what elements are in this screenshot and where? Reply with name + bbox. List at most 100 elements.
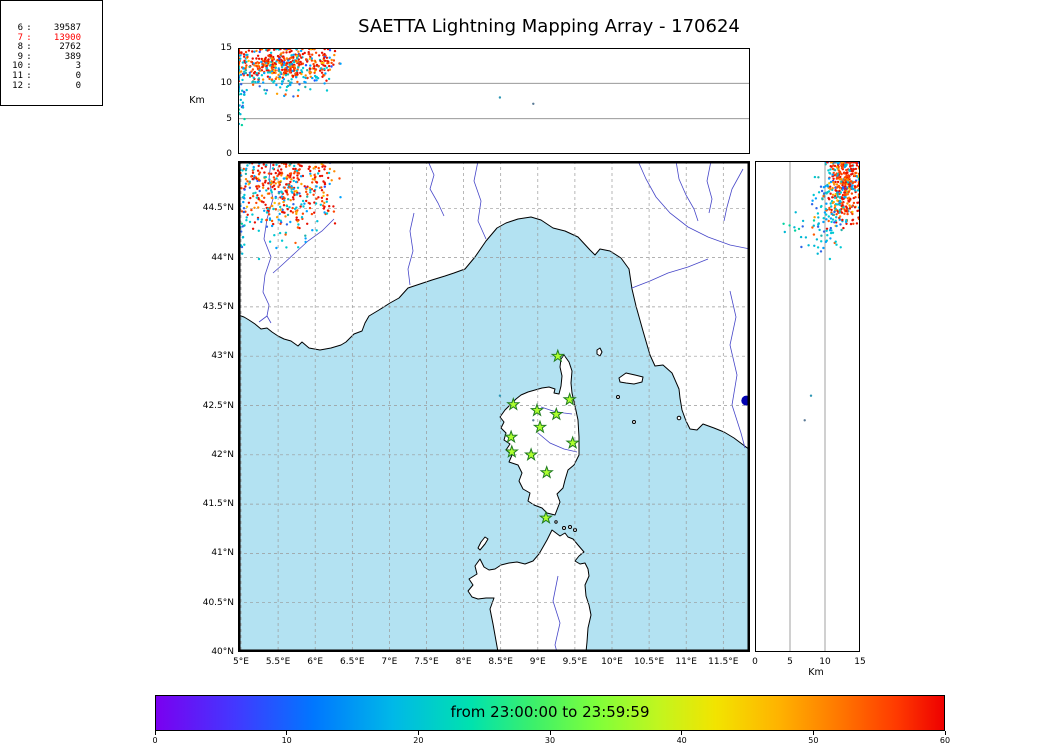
- latitude-tick-label: 42°N: [211, 449, 234, 460]
- island-sardinia: [467, 529, 592, 652]
- colorbar-tick-label: 20: [413, 736, 424, 745]
- colorbar-tickmark: [417, 731, 419, 735]
- island-pianosa: [616, 395, 620, 399]
- altitude-latitude-panel: [755, 161, 860, 652]
- landmasses: [238, 161, 750, 652]
- river-tavignano-corsica: [537, 432, 578, 453]
- lma-station-marker: [503, 429, 519, 444]
- river-sardinia: [552, 575, 561, 652]
- latitude-tick-label: 41°N: [211, 548, 234, 559]
- longitude-tick-label: 10°E: [601, 657, 623, 667]
- longitude-tick-label: 11°E: [675, 657, 697, 667]
- island-montecristo: [632, 420, 636, 424]
- longitude-tick-label: 5.5°E: [265, 657, 291, 667]
- lma-station-marker: [565, 435, 580, 450]
- lma-station-marker: [550, 348, 565, 363]
- river-tiber-upper: [729, 290, 746, 449]
- latitude-tick-label: 40.5°N: [202, 597, 234, 608]
- longitude-tick-label: 8.5°E: [488, 657, 513, 667]
- lma-station-marker: [523, 447, 539, 461]
- colorbar-tickmark: [286, 731, 288, 735]
- island-corsica: [499, 354, 580, 516]
- time-colorbar: from 23:00:00 to 23:59:59: [155, 695, 945, 731]
- lma-station-marker: [539, 465, 554, 479]
- colorbar-tickmark: [681, 731, 683, 735]
- island-lavezzi: [554, 520, 558, 524]
- altitude-ytick-label: 15: [220, 43, 232, 53]
- altitude-xtick-label: 5: [787, 657, 793, 667]
- lma-station-marker: [504, 444, 519, 458]
- station-count-row: 8:2762: [17, 42, 81, 53]
- river-po-tributary: [706, 161, 713, 214]
- river-durance: [272, 218, 335, 274]
- station-count-row: 12:0: [12, 80, 81, 91]
- longitude-tick-label: 10.5°E: [633, 657, 665, 667]
- lma-station-marker: [529, 402, 545, 417]
- river-liguria: [473, 161, 487, 240]
- station-count-row: 9:389: [17, 51, 81, 62]
- altitude-panel-frame: [238, 48, 750, 154]
- colorbar-tick-label: 10: [281, 736, 292, 745]
- longitude-tick-label: 8°E: [455, 657, 472, 667]
- longitude-tick-label: 9°E: [529, 657, 546, 667]
- island-asinara: [477, 536, 489, 551]
- colorbar-tick-label: 30: [544, 736, 556, 745]
- map-panel: [238, 161, 750, 652]
- island-capraia: [596, 347, 603, 357]
- colorbar-time-window-label: from 23:00:00 to 23:59:59: [450, 703, 650, 721]
- latitude-tick-label: 41.5°N: [202, 499, 234, 510]
- colorbar-tick-label: 60: [939, 736, 951, 745]
- latitude-tick-label: 43.5°N: [202, 301, 234, 312]
- lma-station-marker: [562, 392, 577, 406]
- longitude-tick-label: 6.5°E: [340, 657, 365, 667]
- colorbar-tick-label: 50: [808, 736, 819, 745]
- island-giglio: [676, 415, 682, 421]
- right-axis-unit-label: Km: [808, 667, 824, 678]
- lightning-sources-latitude-projection: [782, 161, 860, 422]
- colorbar-tick-label: 40: [676, 736, 687, 745]
- lma-station-marker: [538, 510, 554, 525]
- colorbar-tickmark: [154, 731, 156, 735]
- longitude-tick-label: 7°E: [381, 657, 398, 667]
- river-arno: [631, 258, 709, 289]
- station-count-row: 7:13900: [17, 32, 81, 43]
- right-panel-frame: [755, 161, 860, 652]
- colorbar-tickmark: [812, 731, 814, 735]
- island-maddalena: [562, 526, 566, 530]
- island-maddalena: [568, 525, 572, 529]
- station-count-row: 10:3: [12, 61, 81, 72]
- island-elba: [618, 372, 644, 385]
- latitude-tick-label: 44°N: [211, 252, 234, 263]
- map-frame: [238, 161, 750, 652]
- river-po: [637, 161, 750, 250]
- altitude-xtick-label: 10: [819, 657, 831, 667]
- latitude-tick-label: 43°N: [211, 351, 234, 362]
- longitude-tick-label: 9.5°E: [562, 657, 588, 667]
- colorbar-tickmark: [944, 731, 946, 735]
- lightning-sources-altitude-projection: [238, 48, 535, 127]
- longitude-tick-label: 11.5°E: [708, 657, 739, 667]
- latitude-tick-label: 42.5°N: [202, 400, 234, 411]
- altitude-ytick-label: 5: [226, 113, 232, 124]
- colorbar-tickmark: [549, 731, 551, 735]
- altitude-panel-gridlines: [238, 82, 750, 120]
- latitude-tick-label: 40°N: [211, 647, 234, 657]
- altitude-xtick-label: 15: [854, 657, 866, 667]
- river-po-tributary: [675, 161, 699, 222]
- coastline-france-italy: [238, 161, 750, 451]
- map-gridlines: [238, 161, 750, 652]
- longitude-tick-label: 7.5°E: [414, 657, 439, 667]
- altitude-axis-unit-label: Km: [189, 95, 205, 106]
- colorbar-tick-label: 0: [152, 736, 158, 745]
- lma-station-marker: [532, 419, 548, 434]
- altitude-ytick-label: 0: [226, 149, 232, 159]
- river-var: [407, 212, 415, 286]
- river-piedmont: [427, 161, 445, 217]
- rivers: [258, 161, 750, 652]
- right-panel-gridlines: [789, 161, 826, 652]
- altitude-longitude-panel: [238, 48, 750, 154]
- station-count-row: 6:39587: [17, 23, 81, 33]
- river-po-tributary: [723, 168, 744, 222]
- station-count-row: 11:0: [12, 70, 81, 81]
- altitude-ytick-label: 10: [220, 78, 232, 89]
